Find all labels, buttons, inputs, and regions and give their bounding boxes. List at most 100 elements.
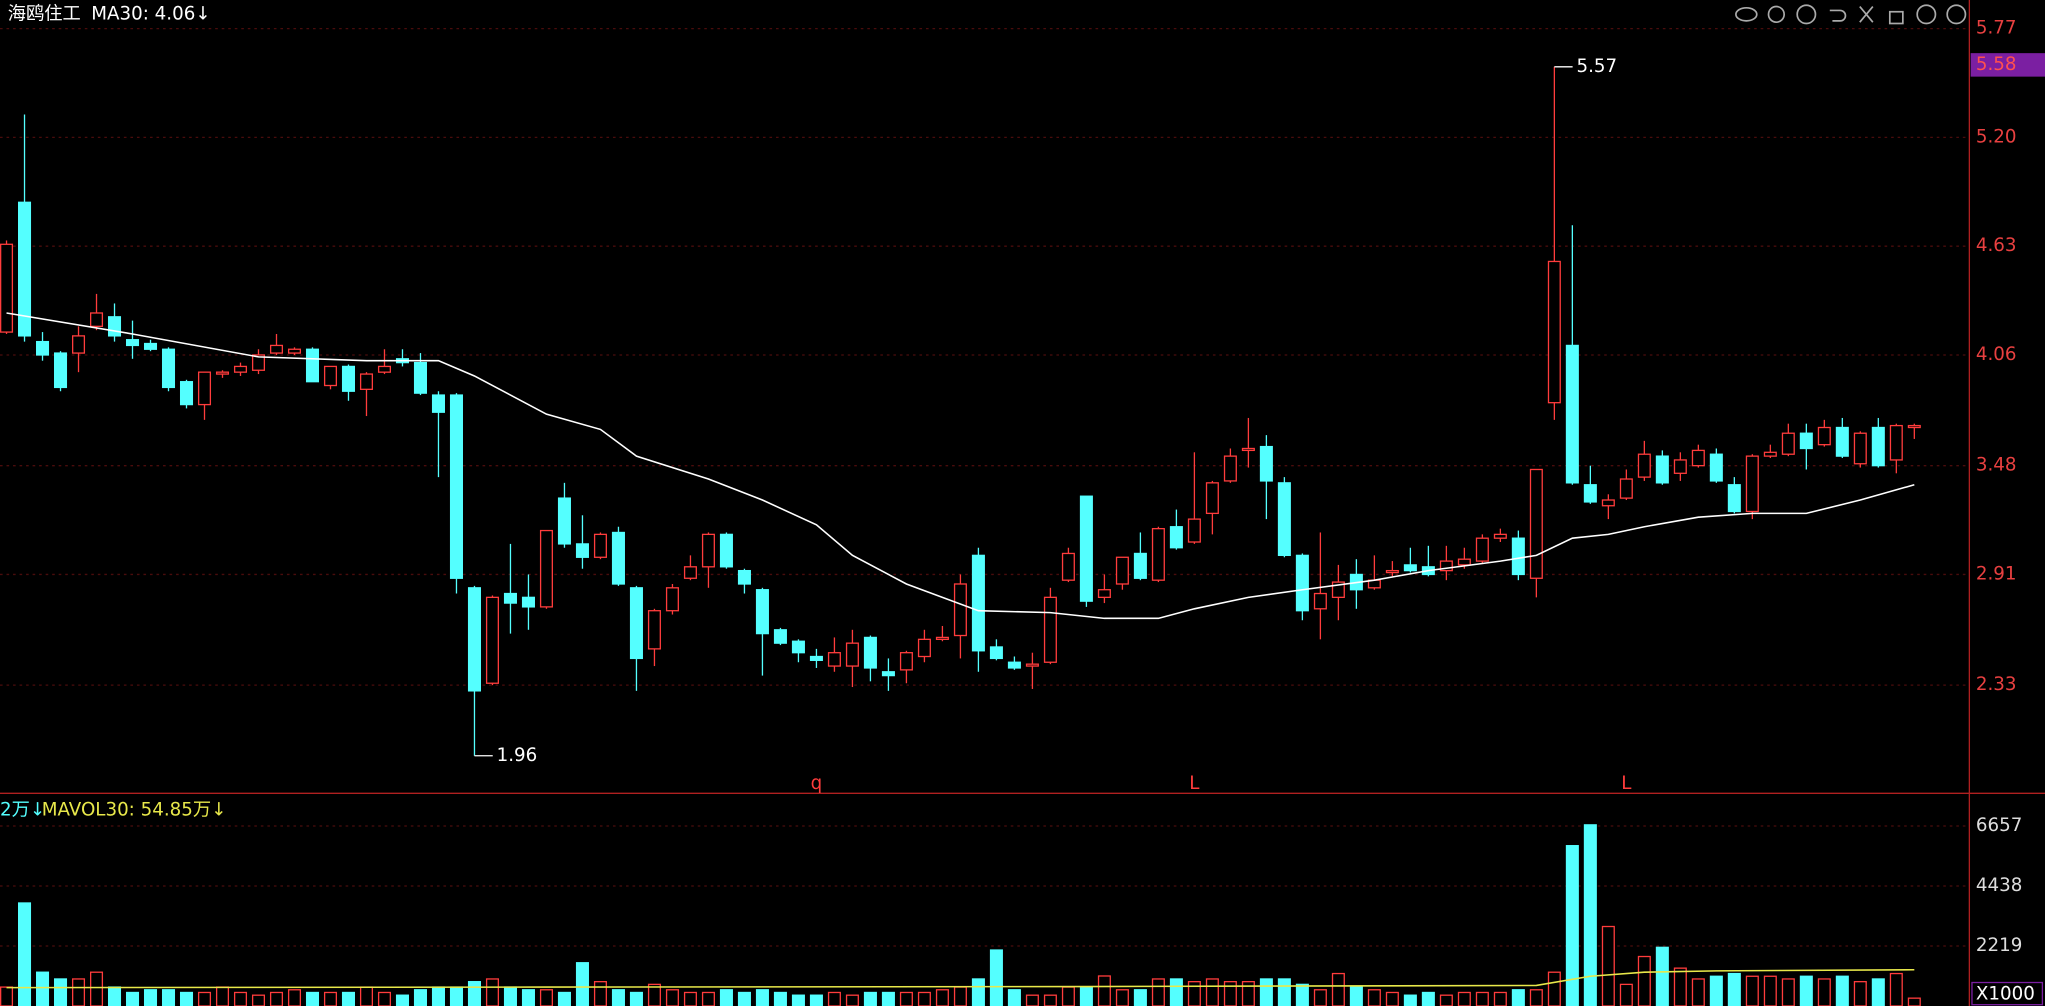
candle-body [1691,449,1705,467]
volume-bar [53,978,68,1006]
volume-bar [1583,824,1597,1006]
candle-body [1655,455,1669,484]
volume-bar [431,986,445,1006]
candle-body [1493,533,1507,539]
volume-bar [1619,983,1633,1006]
volume-bar [449,986,463,1006]
volume-bar [1907,997,1921,1006]
candle-body [1295,554,1309,612]
candle-body [1259,445,1273,482]
candle-body [1745,455,1759,513]
volume-bar [773,991,787,1006]
volume-bar [0,986,14,1006]
candle-body [503,592,517,604]
volume-bar [107,986,122,1006]
candle-body [1205,482,1219,515]
y-tick-label: 2.33 [1976,674,2017,695]
volume-bar [1097,975,1111,1006]
candle-body [1097,589,1111,599]
volume-bar [503,986,517,1006]
mavol30-line [6,968,1915,989]
volume-bar [1691,978,1705,1006]
volume-bar [35,971,50,1006]
ma-label: MA30: 4.06↓ [91,3,210,24]
volume-bar [71,978,86,1006]
eye-icon[interactable] [1735,6,1758,22]
play-icon[interactable] [1796,4,1817,25]
candle-body [323,365,338,387]
zoom-in-icon[interactable] [1916,4,1937,25]
candle-body [197,371,212,406]
y-tick-label: 4438 [1976,875,2022,896]
volume-bar [1241,981,1255,1006]
candle-body [143,342,158,350]
volume-bar [1133,989,1147,1006]
volume-bar [827,991,841,1006]
candle-body [1835,426,1849,457]
volume-bar [485,978,499,1006]
candle-body [215,371,230,375]
candle-body [1475,537,1489,562]
volume-bar [629,991,643,1006]
candle-body [1385,569,1399,574]
candle-body [1331,581,1345,599]
event-flag: L [1621,773,1632,794]
candle-body [1277,482,1291,557]
volume-bar [1403,994,1417,1006]
candle-body [1565,344,1579,484]
volume-bar [701,991,715,1006]
cut-icon[interactable] [1859,5,1874,23]
volume-bar [413,989,427,1006]
candle-body [1547,260,1561,404]
candle-body [71,335,86,354]
volume-bar [1187,981,1201,1006]
hand-icon[interactable] [1767,5,1786,24]
zoom-out-icon[interactable] [1946,4,1967,25]
candle-body [863,636,877,669]
volume-bar [377,991,392,1006]
y-tick-label: 4.63 [1976,235,2017,256]
volume-bar [1259,978,1273,1006]
candle-body [953,583,967,637]
volume-bar [971,978,985,1006]
candle-body [1781,432,1795,455]
candle-body [647,610,661,650]
volume-bar [845,994,859,1006]
volume-bar [863,991,877,1006]
undo-icon[interactable] [1829,9,1847,22]
candle-body [485,596,499,684]
volume-bar [269,991,284,1006]
candle-body [161,348,176,389]
volume-bar [719,989,733,1006]
candle-body [17,201,32,337]
current-price-label: 5.58 [1976,54,2017,75]
volume-bar [1601,925,1615,1006]
y-tick-label: 4.06 [1976,344,2017,365]
candle-body [881,671,895,677]
volume-bar [1763,975,1777,1006]
y-tick-label: 2.91 [1976,563,2017,584]
candle-body [413,361,427,394]
candle-body [575,543,589,558]
volume-bar [1313,989,1327,1006]
volume-bar [1043,994,1057,1006]
candle-body [719,533,733,568]
volume-bar [1745,975,1759,1006]
volume-bar [1889,972,1903,1006]
candle-body [1403,564,1417,572]
y-tick-label: 2219 [1976,935,2022,956]
candle-body [287,348,302,354]
candle-body [935,636,949,640]
volume-bar [899,991,913,1006]
candle-body [1151,527,1165,581]
volume-bar [89,971,104,1006]
volume-bar [17,902,32,1006]
volume-bar [323,991,338,1006]
candle-body [701,533,715,568]
candle-body [557,497,571,545]
y-tick-label: 6657 [1976,815,2022,836]
volume-bar [989,949,1003,1006]
candle-body [791,640,805,654]
lock-icon[interactable] [1888,10,1904,25]
volume-bar [1421,991,1435,1006]
